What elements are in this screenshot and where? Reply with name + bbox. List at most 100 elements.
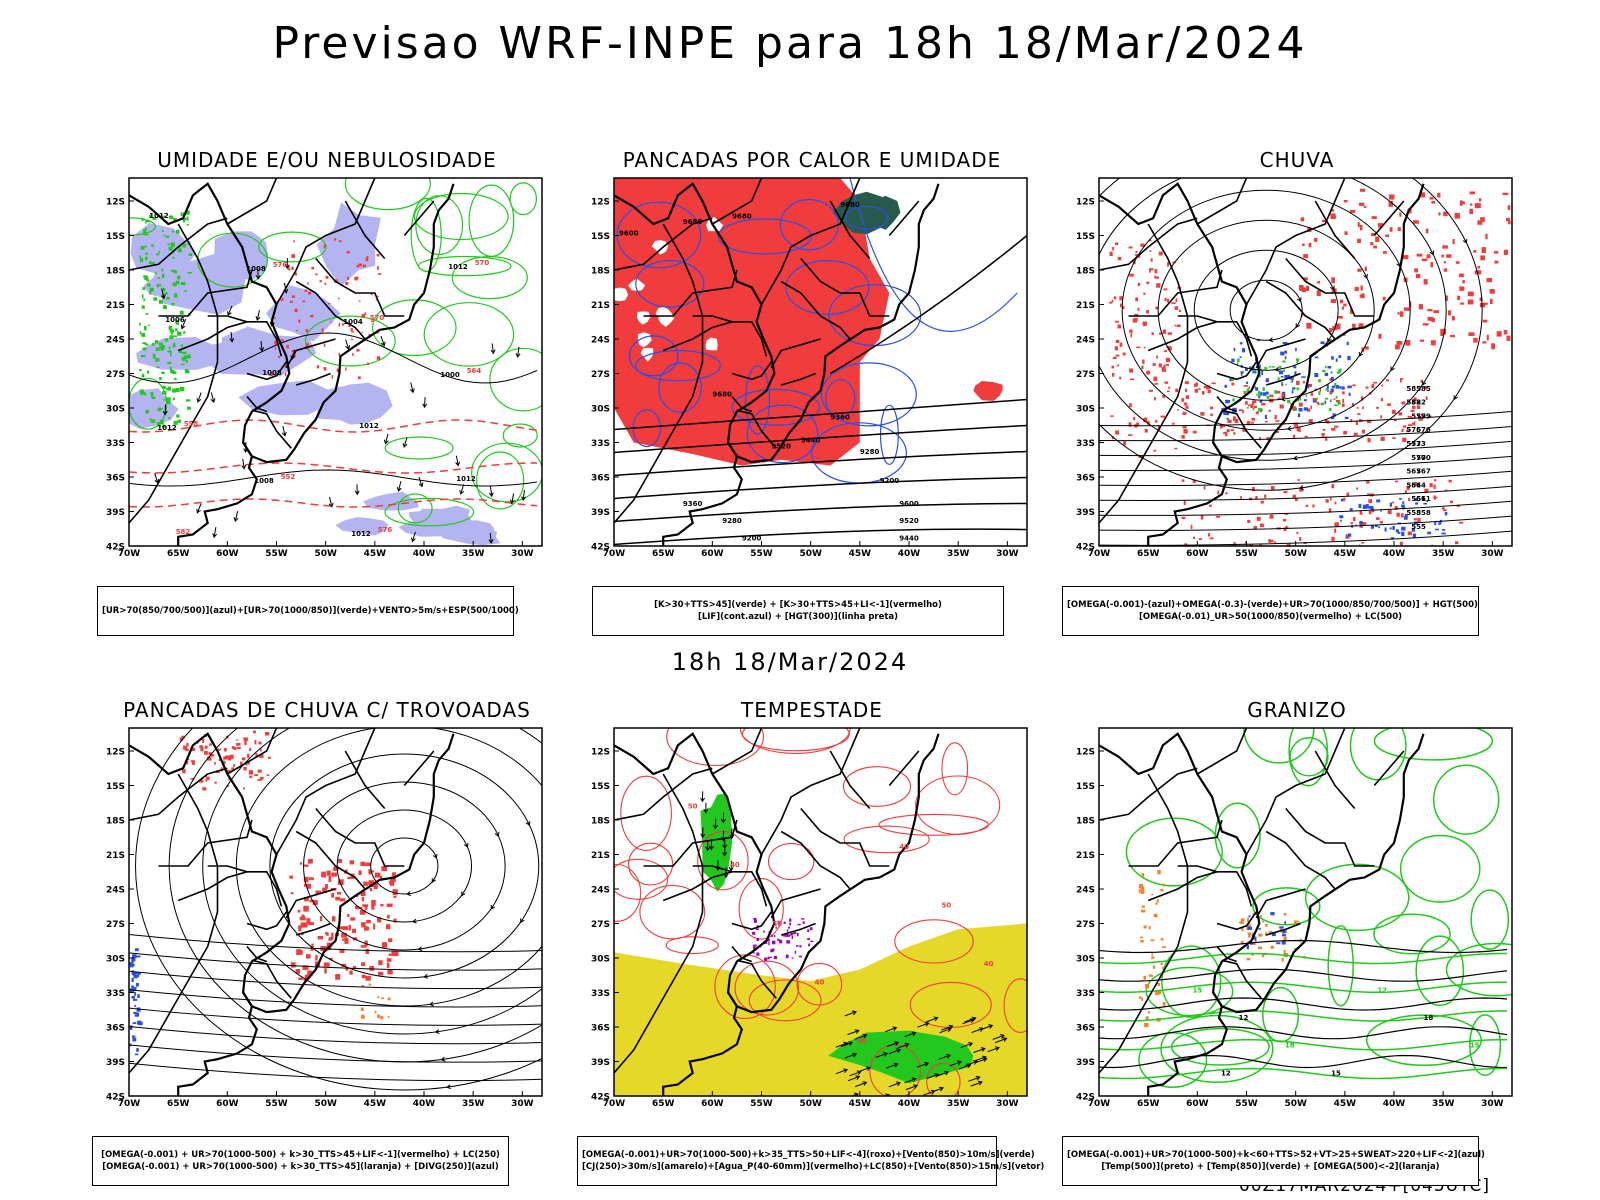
moisture-speck	[141, 217, 144, 222]
lon-tick-label: 40W	[898, 1099, 921, 1109]
storm-speck	[365, 948, 370, 955]
rain-speck	[1389, 194, 1395, 200]
rain-speck	[1299, 488, 1304, 492]
height-contour	[614, 450, 1027, 477]
map-frame	[1098, 727, 1513, 1097]
moisture-speck	[170, 352, 172, 357]
rain-speck	[1379, 521, 1384, 524]
rain-speck	[1485, 233, 1488, 240]
storm-speck	[331, 892, 335, 898]
omega-speck	[1284, 375, 1289, 379]
contour-label: 15	[1192, 987, 1202, 995]
rain-speck	[1360, 285, 1363, 291]
rain-speck	[1349, 210, 1356, 213]
contour-label: 40	[984, 960, 994, 968]
water-contour	[614, 863, 642, 922]
rain-speck	[1419, 339, 1425, 342]
rain-speck	[1430, 485, 1433, 487]
storm-speck	[289, 875, 294, 879]
moisture-speck	[168, 417, 171, 419]
contour-label: 570	[1411, 454, 1426, 462]
storm-speck	[386, 958, 392, 962]
rain-speck	[1364, 266, 1367, 272]
state-border	[736, 409, 777, 449]
storm-speck	[328, 875, 332, 882]
rain-speck	[1264, 494, 1267, 499]
thickness-speck	[356, 348, 360, 352]
rain-speck	[1135, 297, 1138, 302]
thickness-speck	[351, 338, 353, 341]
storm-speck	[797, 923, 801, 926]
storm-speck	[392, 872, 396, 877]
omega-speck	[1296, 388, 1299, 391]
rain-speck	[1128, 246, 1133, 249]
omega-speck	[1338, 386, 1342, 389]
storm-speck	[324, 968, 327, 974]
storm-speck	[260, 776, 264, 780]
rain-speck	[1225, 431, 1228, 437]
rain-speck	[1259, 543, 1262, 546]
storm-speck	[241, 757, 246, 761]
panel-title: CHUVA	[1259, 148, 1335, 172]
divergence-speck	[134, 1004, 136, 1007]
moisture-speck	[173, 397, 176, 401]
rain-speck	[1230, 429, 1234, 432]
moisture-speck	[172, 282, 177, 287]
storm-speck	[335, 974, 341, 980]
rain-speck	[1381, 384, 1384, 387]
storm-speck	[323, 962, 330, 967]
rain-speck	[1260, 500, 1264, 504]
lon-tick-label: 70W	[603, 1099, 626, 1109]
clear-area	[705, 337, 718, 351]
storm-speck	[300, 922, 307, 928]
legend-line: [OMEGA(-0.001) + UR>70(1000-500) + k>30_…	[101, 1150, 500, 1160]
rain-speck	[1240, 496, 1242, 501]
storm-speck	[202, 738, 205, 744]
omega-speck	[1268, 931, 1273, 935]
water-contour	[1003, 978, 1027, 1033]
state-border	[344, 750, 386, 810]
rain-speck	[1433, 496, 1438, 499]
storm-speck	[373, 923, 376, 930]
rain-speck	[1352, 384, 1356, 387]
rain-speck	[1354, 286, 1359, 292]
wind-vector	[941, 1025, 953, 1031]
rain-speck	[1407, 531, 1412, 536]
wind-vector	[713, 824, 719, 830]
rain-speck	[1255, 411, 1259, 415]
moisture-speck	[182, 243, 187, 248]
moisture-speck	[168, 247, 173, 251]
omega-speck	[1141, 909, 1146, 913]
storm-speck	[247, 761, 250, 765]
state-border	[1221, 959, 1262, 999]
omega-speck	[1224, 384, 1227, 388]
rain-speck	[1210, 413, 1213, 417]
moisture-speck	[159, 407, 163, 410]
storm-speck	[182, 768, 186, 774]
rain-speck	[1217, 490, 1220, 495]
streamline	[303, 781, 506, 951]
rain-speck	[1142, 359, 1145, 364]
thickness-speck	[338, 322, 341, 327]
wind-vector	[281, 431, 287, 437]
storm-speck	[243, 737, 248, 742]
moisture-speck	[146, 219, 150, 223]
rain-speck	[1113, 296, 1117, 300]
rain-speck	[1440, 333, 1443, 337]
storm-speck	[206, 777, 209, 781]
contour-label: 40	[899, 843, 909, 851]
water-contour	[628, 842, 674, 886]
rain-speck	[1366, 480, 1370, 484]
rain-speck	[1331, 484, 1335, 489]
rain-speck	[1433, 484, 1436, 489]
rain-speck	[1305, 504, 1309, 508]
omega-speck	[1223, 411, 1227, 415]
rain-speck	[1252, 486, 1255, 492]
state-border	[1098, 767, 1198, 821]
state-border	[613, 773, 704, 1074]
state-border	[295, 830, 366, 890]
rain-speck	[1417, 405, 1421, 409]
state-border	[158, 269, 253, 317]
rain-speck	[1356, 487, 1359, 490]
storm-speck	[360, 945, 367, 948]
